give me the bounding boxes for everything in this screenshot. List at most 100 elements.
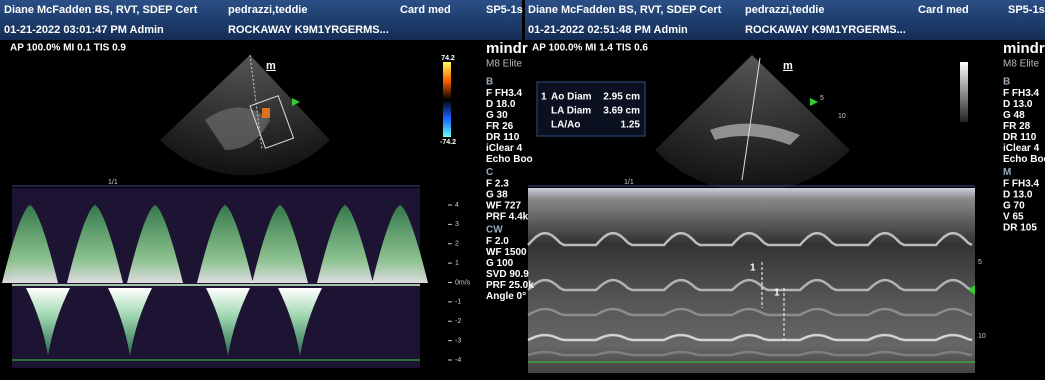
header-bar <box>525 0 1045 40</box>
focus-marker <box>292 98 300 106</box>
flow-up <box>67 205 123 283</box>
heart-echo <box>710 123 800 145</box>
operator: Diane McFadden BS, RVT, SDEP Cert <box>4 4 198 16</box>
depth-label: 5 <box>978 259 982 266</box>
param: Angle 0° <box>486 291 526 302</box>
param: D 18.0 <box>486 99 516 110</box>
flow-down <box>278 288 322 356</box>
operator: Diane McFadden BS, RVT, SDEP Cert <box>528 4 722 16</box>
trace <box>527 307 973 317</box>
caliper-label: 1 <box>750 263 756 274</box>
patient: pedrazzi,teddie <box>228 4 307 16</box>
param: DR 110 <box>1003 132 1037 143</box>
trace <box>527 350 973 357</box>
flow-up <box>197 205 253 283</box>
flow-down <box>26 288 70 356</box>
doppler-spectrum <box>2 205 428 356</box>
colorbar-min: -74.2 <box>440 139 456 146</box>
preset: Card med <box>918 4 969 16</box>
measurement-box <box>536 81 646 137</box>
flow-up <box>372 205 428 283</box>
probe-mark: m <box>266 60 276 72</box>
datetime: 01-21-2022 03:01:47 PM Admin <box>4 24 164 36</box>
patient: pedrazzi,teddie <box>745 4 824 16</box>
param-heading: C <box>486 167 493 178</box>
param: G 70 <box>1003 201 1025 212</box>
measure-value: 1.25 <box>621 120 641 131</box>
flow-up <box>2 205 58 283</box>
param: F 2.0 <box>486 236 509 247</box>
measure-value: 3.69 cm <box>603 106 640 117</box>
param-heading: B <box>486 77 493 88</box>
param: PRF 4.4k <box>486 212 529 223</box>
brand-logo: mindr <box>1003 40 1045 57</box>
param: G 100 <box>486 258 514 269</box>
status: AP 100.0% MI 1.4 TIS 0.6 <box>532 43 648 54</box>
param: iClear 4 <box>486 143 523 154</box>
scale-label: 0m/s <box>455 279 471 286</box>
focus-marker <box>810 98 818 106</box>
flow-up <box>252 205 308 283</box>
brand-model: M8 Elite <box>486 59 523 70</box>
param-heading: M <box>1003 167 1011 178</box>
focus-marker <box>968 285 975 295</box>
timeline-label: 1/1 <box>108 179 118 186</box>
color-flow <box>262 108 270 118</box>
param: PRF 25.0k <box>486 280 534 291</box>
param: FR 28 <box>1003 121 1031 132</box>
scale-label: 4 <box>455 202 459 209</box>
measure-label: LA Diam <box>551 106 591 117</box>
scale-label: 3 <box>455 221 459 228</box>
param: DR 105 <box>1003 223 1037 234</box>
scale-label: -1 <box>455 299 461 306</box>
color-box <box>249 95 295 149</box>
depth-label: 10 <box>978 333 986 340</box>
scale-label: 1 <box>455 260 459 267</box>
preset: Card med <box>400 4 451 16</box>
param: SVD 90.9 <box>486 269 529 280</box>
brand-logo: mindr <box>486 40 528 57</box>
scale-label: -3 <box>455 337 461 344</box>
flow-down <box>206 288 250 356</box>
param: FR 26 <box>486 121 514 132</box>
probe-mark: m <box>783 60 793 72</box>
flow-up <box>127 205 183 283</box>
flow-down <box>108 288 152 356</box>
param: Echo Boo <box>1003 154 1045 165</box>
param-heading: B <box>1003 77 1010 88</box>
param: F FH3.4 <box>486 88 523 99</box>
param: WF 1500 <box>486 247 527 258</box>
colorbar-max: 74.2 <box>441 55 455 62</box>
depth-label: 10 <box>838 113 846 120</box>
scale-label: -2 <box>455 318 461 325</box>
trace <box>527 333 973 342</box>
measure-value: 2.95 cm <box>603 92 640 103</box>
color-bar <box>443 62 451 137</box>
param: F 2.3 <box>486 179 509 190</box>
measurement-index: 1 <box>541 92 547 103</box>
scale-label: 2 <box>455 241 459 248</box>
measure-label: LA/Ao <box>551 120 580 131</box>
measure-label: Ao Diam <box>551 92 592 103</box>
param: WF 727 <box>486 201 521 212</box>
brand-model: M8 Elite <box>1003 59 1040 70</box>
trace <box>527 231 973 247</box>
param: G 30 <box>486 110 508 121</box>
probe: SP5-1s <box>1008 4 1045 16</box>
param: G 48 <box>1003 110 1025 121</box>
caliper-label: 1 <box>774 288 780 299</box>
param: Echo Boo <box>486 154 533 165</box>
param: F FH3.4 <box>1003 88 1040 99</box>
param-heading: CW <box>486 225 503 236</box>
datetime: 01-21-2022 02:51:48 PM Admin <box>528 24 688 36</box>
depth-label: 5 <box>820 95 824 102</box>
param: F FH3.4 <box>1003 179 1040 190</box>
param: iClear 4 <box>1003 143 1040 154</box>
param: D 13.0 <box>1003 190 1033 201</box>
sector-image <box>655 55 850 192</box>
header-bar <box>0 0 522 40</box>
status: AP 100.0% MI 0.1 TIS 0.9 <box>10 43 126 54</box>
heart-echo <box>205 107 270 150</box>
